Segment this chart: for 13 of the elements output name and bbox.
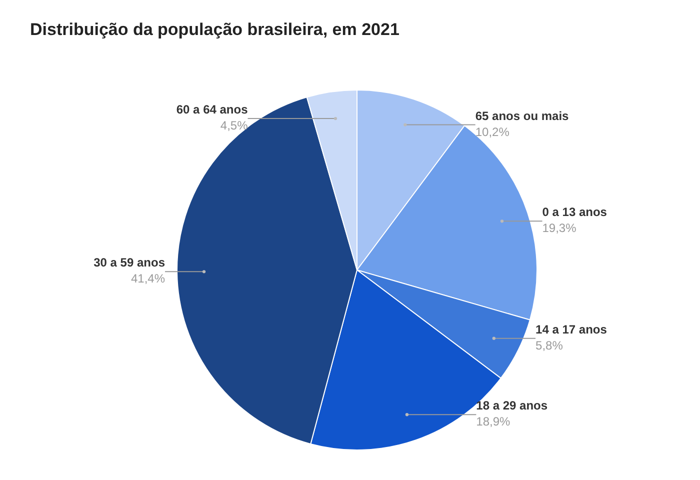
slice-label: 14 a 17 anos: [536, 322, 608, 336]
data-label: 18,9%: [476, 414, 511, 429]
chart-title: Distribuição da população brasileira, em 2021: [30, 20, 400, 39]
slice-label: 0 a 13 anos: [542, 205, 608, 220]
data-label: 10,2%: [475, 124, 510, 139]
slice-label: 65 anos ou mais: [475, 108, 570, 123]
data-label: 41,4%: [130, 272, 166, 286]
data-label: 19,3%: [542, 221, 577, 236]
data-label: 5,8%: [536, 338, 564, 352]
data-label: 4,5%: [220, 118, 248, 133]
slice-label: 60 a 64 anos: [176, 102, 248, 117]
slice-label: 30 a 59 anos: [94, 256, 166, 270]
slice-label: 18 a 29 anos: [476, 398, 548, 413]
